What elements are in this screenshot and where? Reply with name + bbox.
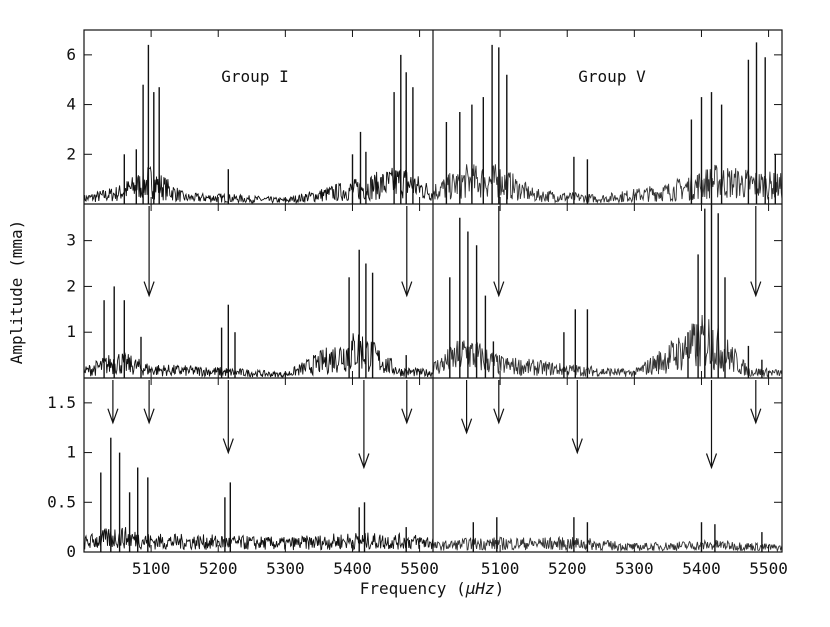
spectrum-trace-bottom-right (432, 535, 783, 553)
noise-layer (83, 164, 783, 553)
group-label-right: Group V (578, 67, 646, 86)
x-tick-label: 5100 (481, 559, 520, 578)
x-axis-title: Frequency (μHz) (360, 579, 505, 598)
frequency-arrow-middle-right (493, 206, 505, 298)
x-tick-label: 5300 (266, 559, 305, 578)
y-tick-label-middle: 2 (66, 276, 76, 295)
x-axis-title-unit: μHz (465, 579, 495, 598)
y-tick-label-top: 4 (66, 95, 76, 114)
y-axis-title: Amplitude (mma) (7, 220, 26, 365)
spectrum-trace-top-right (432, 164, 783, 205)
spectrum-trace-bottom-left (83, 527, 434, 551)
x-tick-label: 5100 (132, 559, 171, 578)
x-tick-label: 5500 (749, 559, 788, 578)
frequency-arrow-middle-right (750, 206, 762, 298)
frequency-arrow-bottom-left (401, 380, 413, 425)
x-tick-label: 5300 (615, 559, 654, 578)
frequency-arrow-bottom-left (143, 380, 155, 425)
frequency-arrow-bottom-right (493, 380, 505, 425)
arrows-layer (107, 206, 762, 470)
frequency-arrow-middle-left (143, 206, 155, 298)
x-tick-label: 5400 (333, 559, 372, 578)
x-axis-title-prefix: Frequency ( (360, 579, 466, 598)
x-axis-title-suffix: ) (495, 579, 505, 598)
frequency-arrow-bottom-right (750, 380, 762, 425)
y-tick-label-bottom: 1.5 (47, 393, 76, 412)
x-tick-label: 5500 (400, 559, 439, 578)
y-tick-label-bottom: 0.5 (47, 492, 76, 511)
frequency-arrow-bottom-left (358, 380, 370, 470)
x-tick-label: 5200 (199, 559, 238, 578)
frequency-arrow-bottom-left (222, 380, 234, 455)
y-tick-label-top: 2 (66, 144, 76, 163)
spectrum-trace-top-left (83, 165, 434, 205)
frequency-arrow-bottom-right (571, 380, 583, 455)
y-tick-label-top: 6 (66, 45, 76, 64)
y-tick-label-bottom: 1 (66, 443, 76, 462)
group-label-left: Group I (221, 67, 288, 86)
spectrum-trace-middle-left (83, 333, 434, 379)
y-tick-label-bottom: 0 (66, 542, 76, 561)
y-tick-label-middle: 1 (66, 322, 76, 341)
frequency-arrow-bottom-right (705, 380, 718, 470)
frequency-arrow-middle-left (401, 206, 413, 298)
frame-layer (83, 29, 783, 553)
peaks-layer (100, 42, 776, 552)
x-tick-label: 5200 (548, 559, 587, 578)
x-tick-label: 5400 (682, 559, 721, 578)
frequency-arrow-bottom-right (461, 380, 473, 435)
labels-layer: 2 4 6 1 2 3 0 0.5 1 1.5 5100 5200 5300 5400 5500 5100 52… (47, 45, 788, 578)
spectrum-trace-middle-right (432, 314, 783, 378)
frequency-arrow-bottom-left (107, 380, 119, 425)
y-tick-label-middle: 3 (66, 231, 76, 250)
